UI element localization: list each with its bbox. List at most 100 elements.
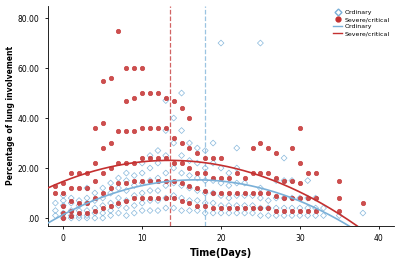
- Point: [131, 66, 138, 70]
- Point: [234, 206, 240, 210]
- Point: [155, 199, 161, 203]
- Point: [218, 41, 224, 45]
- Point: [68, 216, 74, 220]
- Point: [60, 199, 66, 203]
- Point: [163, 206, 169, 210]
- Point: [100, 211, 106, 215]
- Point: [257, 141, 264, 145]
- Point: [265, 206, 272, 210]
- Point: [108, 166, 114, 170]
- Point: [304, 178, 311, 183]
- Point: [108, 213, 114, 218]
- Point: [297, 196, 303, 200]
- Point: [123, 98, 130, 103]
- Point: [139, 171, 145, 175]
- Point: [218, 211, 224, 215]
- Point: [202, 166, 208, 170]
- Point: [100, 206, 106, 210]
- Point: [92, 206, 98, 210]
- Point: [304, 206, 311, 210]
- Point: [178, 153, 185, 158]
- Point: [155, 196, 161, 200]
- Point: [108, 186, 114, 190]
- Point: [108, 204, 114, 208]
- Point: [265, 191, 272, 195]
- Point: [178, 199, 185, 203]
- Point: [273, 196, 279, 200]
- Point: [186, 141, 193, 145]
- Point: [186, 173, 193, 178]
- Point: [147, 188, 153, 193]
- Point: [115, 176, 122, 180]
- Point: [312, 196, 319, 200]
- Point: [226, 171, 232, 175]
- Point: [312, 196, 319, 200]
- Point: [210, 191, 216, 195]
- Point: [234, 146, 240, 150]
- Point: [178, 181, 185, 185]
- Point: [155, 161, 161, 165]
- Point: [242, 211, 248, 215]
- Point: [289, 178, 295, 183]
- Point: [178, 141, 185, 145]
- Point: [194, 199, 200, 203]
- Point: [84, 211, 90, 215]
- Point: [92, 196, 98, 200]
- Point: [100, 146, 106, 150]
- Point: [131, 178, 138, 183]
- Point: [68, 186, 74, 190]
- Point: [131, 129, 138, 133]
- Point: [131, 194, 138, 198]
- Point: [92, 199, 98, 203]
- Point: [170, 206, 177, 210]
- Point: [186, 146, 193, 150]
- Point: [202, 188, 208, 193]
- Point: [281, 178, 287, 183]
- Point: [312, 209, 319, 213]
- Point: [202, 148, 208, 153]
- Point: [178, 183, 185, 188]
- Point: [131, 183, 138, 188]
- Point: [170, 116, 177, 120]
- Point: [100, 186, 106, 190]
- Point: [100, 191, 106, 195]
- Point: [281, 213, 287, 218]
- Point: [60, 194, 66, 198]
- Point: [186, 158, 193, 163]
- Point: [115, 129, 122, 133]
- Point: [147, 178, 153, 183]
- Point: [226, 191, 232, 195]
- Point: [60, 216, 66, 220]
- Point: [297, 126, 303, 130]
- Point: [360, 211, 366, 215]
- Point: [304, 213, 311, 218]
- Point: [92, 178, 98, 183]
- Point: [155, 176, 161, 180]
- Point: [100, 196, 106, 200]
- Point: [210, 201, 216, 205]
- Point: [163, 196, 169, 200]
- Point: [186, 183, 193, 188]
- Point: [218, 206, 224, 210]
- Point: [273, 206, 279, 210]
- Point: [92, 209, 98, 213]
- Point: [202, 171, 208, 175]
- Point: [123, 181, 130, 185]
- Point: [163, 183, 169, 188]
- Point: [76, 209, 82, 213]
- Point: [147, 209, 153, 213]
- Point: [194, 204, 200, 208]
- Point: [194, 186, 200, 190]
- Point: [163, 178, 169, 183]
- Point: [186, 166, 193, 170]
- Point: [202, 204, 208, 208]
- Point: [60, 204, 66, 208]
- Point: [60, 211, 66, 215]
- Point: [52, 201, 59, 205]
- Point: [210, 191, 216, 195]
- Point: [170, 181, 177, 185]
- Point: [115, 204, 122, 208]
- Point: [210, 211, 216, 215]
- Point: [60, 211, 66, 215]
- Point: [273, 178, 279, 183]
